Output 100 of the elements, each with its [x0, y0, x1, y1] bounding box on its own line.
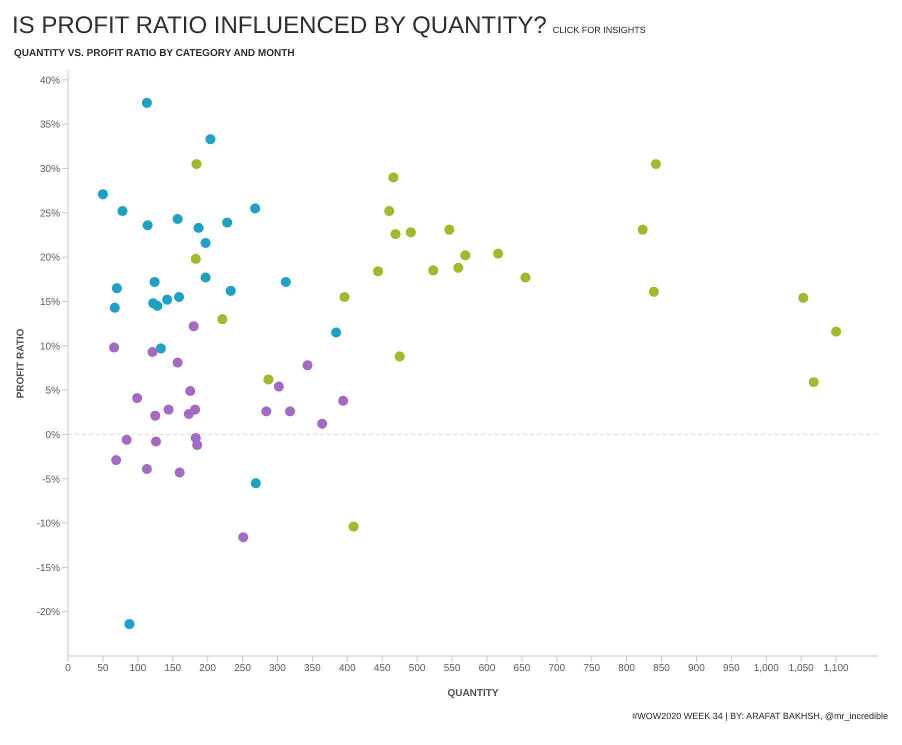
x-tick-label: 800 — [618, 663, 636, 674]
chart-title: IS PROFIT RATIO INFLUENCED BY QUANTITY? — [12, 12, 547, 39]
y-tick-label: 35% — [40, 120, 60, 131]
point — [150, 436, 161, 446]
x-tick-label: 150 — [164, 663, 182, 674]
point — [185, 386, 196, 396]
point — [388, 172, 398, 182]
point — [222, 218, 232, 228]
point — [172, 214, 183, 224]
point — [110, 302, 120, 313]
point — [460, 250, 470, 260]
y-tick-label: 30% — [40, 164, 60, 176]
point — [192, 440, 202, 450]
point — [238, 532, 248, 542]
point — [152, 300, 162, 311]
point — [200, 272, 211, 283]
point — [338, 396, 348, 406]
point — [280, 276, 291, 287]
x-tick-label: 450 — [374, 663, 392, 674]
x-tick-label: 850 — [653, 663, 670, 674]
point — [261, 406, 272, 416]
point — [122, 434, 132, 445]
point — [317, 418, 328, 429]
x-tick-label: 50 — [97, 663, 109, 674]
point — [406, 227, 416, 238]
chart-subtitle: QUANTITY VS. PROFIT RATIO BY CATEGORY AND MONTH — [13, 47, 296, 61]
point — [117, 206, 128, 216]
y-tick-label: 25% — [40, 208, 60, 220]
point — [394, 351, 405, 362]
x-tick-label: 600 — [478, 663, 496, 674]
x-tick-label: 350 — [304, 663, 322, 674]
y-tick-label: 0% — [46, 430, 60, 441]
point — [132, 393, 142, 404]
point — [174, 468, 185, 478]
point — [348, 522, 359, 532]
point — [798, 292, 808, 303]
point — [226, 286, 236, 296]
y-tick-label: 20% — [40, 252, 60, 264]
point — [808, 377, 819, 388]
x-tick-label: 1,000 — [754, 663, 780, 674]
y-tick-label: -15% — [36, 562, 60, 574]
point — [205, 134, 216, 144]
point — [200, 238, 211, 248]
point — [191, 159, 202, 170]
point — [638, 224, 648, 235]
x-axis-title: QUANTITY — [447, 688, 499, 699]
point — [164, 404, 174, 415]
x-tick-label: 200 — [199, 663, 216, 674]
point — [453, 262, 464, 273]
x-tick-label: 0 — [65, 663, 72, 674]
y-tick-label: 10% — [40, 341, 60, 352]
point — [263, 374, 274, 384]
point — [150, 276, 160, 287]
point — [331, 327, 342, 338]
point — [156, 343, 166, 354]
point — [142, 220, 153, 230]
text: CLICK FOR INSIGHTS — [552, 25, 646, 35]
point — [190, 404, 200, 415]
y-tick-label: 5% — [46, 386, 60, 397]
x-tick-label: 650 — [514, 663, 531, 674]
point — [285, 406, 296, 416]
x-tick-label: 500 — [408, 663, 426, 674]
x-tick-label: 1,100 — [824, 663, 850, 674]
point — [302, 360, 313, 370]
point — [373, 266, 384, 276]
x-tick-label: 100 — [129, 663, 147, 674]
point — [250, 478, 261, 488]
x-tick-label: 900 — [688, 663, 706, 674]
x-tick-label: 1,050 — [788, 663, 814, 674]
point — [188, 321, 199, 332]
point — [650, 159, 661, 170]
y-tick-label: -20% — [36, 607, 60, 618]
point — [172, 358, 183, 368]
point — [111, 455, 122, 466]
x-tick-label: 750 — [583, 663, 600, 674]
point — [147, 346, 158, 357]
text: #WOW2020 WEEK 34 | BY: ARAFAT BAKHSH, @mr_incredible — [631, 711, 889, 721]
point — [444, 224, 454, 235]
x-tick-label: 400 — [338, 663, 356, 674]
point — [112, 283, 122, 294]
point — [831, 326, 842, 337]
x-tick-label: 250 — [234, 663, 252, 674]
y-tick-label: 15% — [40, 297, 60, 308]
point — [648, 286, 659, 297]
y-axis-title: PROFIT RATIO — [16, 328, 27, 398]
point — [109, 342, 120, 353]
point — [124, 619, 134, 630]
point — [142, 464, 152, 474]
x-tick-label: 700 — [548, 663, 566, 674]
point — [274, 382, 284, 392]
y-tick-label: -5% — [42, 474, 60, 486]
x-tick-label: 300 — [269, 663, 286, 674]
point — [190, 254, 201, 264]
point — [390, 229, 400, 240]
y-tick-label: -10% — [36, 518, 60, 530]
point — [250, 203, 260, 214]
point — [194, 222, 204, 233]
point — [384, 206, 394, 216]
point — [428, 265, 438, 276]
point — [493, 248, 504, 259]
